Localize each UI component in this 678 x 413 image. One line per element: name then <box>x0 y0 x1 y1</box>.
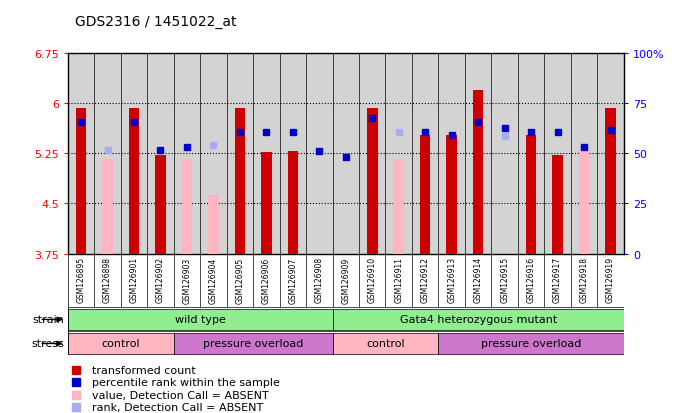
Text: GSM126903: GSM126903 <box>182 256 191 303</box>
Bar <box>367 109 378 254</box>
Text: GSM126917: GSM126917 <box>553 256 562 303</box>
Bar <box>287 152 298 254</box>
Text: GSM126907: GSM126907 <box>288 256 298 303</box>
Bar <box>446 136 457 254</box>
Bar <box>579 150 589 254</box>
Text: GSM126909: GSM126909 <box>341 256 351 303</box>
Text: Gata4 heterozygous mutant: Gata4 heterozygous mutant <box>399 315 557 325</box>
Text: rank, Detection Call = ABSENT: rank, Detection Call = ABSENT <box>92 402 264 412</box>
Bar <box>420 136 431 254</box>
Text: GSM126914: GSM126914 <box>474 256 483 303</box>
Bar <box>553 156 563 254</box>
Bar <box>174 333 332 354</box>
Text: GDS2316 / 1451022_at: GDS2316 / 1451022_at <box>75 15 236 29</box>
Text: GSM126910: GSM126910 <box>367 256 377 303</box>
Text: wild type: wild type <box>175 315 226 325</box>
Text: GSM126918: GSM126918 <box>580 256 589 303</box>
Text: pressure overload: pressure overload <box>481 339 581 349</box>
Text: transformed count: transformed count <box>92 365 196 375</box>
Bar <box>526 136 536 254</box>
Text: GSM126915: GSM126915 <box>500 256 509 303</box>
Text: strain: strain <box>33 315 64 325</box>
Text: GSM126916: GSM126916 <box>527 256 536 303</box>
Text: GSM126901: GSM126901 <box>129 256 138 303</box>
Text: pressure overload: pressure overload <box>203 339 303 349</box>
Bar <box>155 156 165 254</box>
Bar <box>208 196 219 254</box>
Text: value, Detection Call = ABSENT: value, Detection Call = ABSENT <box>92 389 269 399</box>
Text: GSM126906: GSM126906 <box>262 256 271 303</box>
Text: GSM126898: GSM126898 <box>103 256 112 303</box>
Text: GSM126913: GSM126913 <box>447 256 456 303</box>
Bar <box>235 109 245 254</box>
Text: percentile rank within the sample: percentile rank within the sample <box>92 377 280 387</box>
Bar <box>473 90 483 254</box>
Bar <box>605 109 616 254</box>
Text: GSM126912: GSM126912 <box>421 256 430 303</box>
Bar <box>261 152 272 254</box>
Text: GSM126905: GSM126905 <box>235 256 244 303</box>
Text: stress: stress <box>32 339 64 349</box>
Bar <box>76 109 86 254</box>
Bar <box>439 333 624 354</box>
Text: GSM126908: GSM126908 <box>315 256 324 303</box>
Bar <box>129 109 139 254</box>
Bar <box>68 309 332 330</box>
Text: GSM126895: GSM126895 <box>77 256 85 303</box>
Text: GSM126904: GSM126904 <box>209 256 218 303</box>
Bar <box>332 309 624 330</box>
Text: GSM126911: GSM126911 <box>394 256 403 303</box>
Bar <box>332 333 439 354</box>
Bar <box>182 159 193 254</box>
Bar <box>393 159 404 254</box>
Text: control: control <box>102 339 140 349</box>
Text: control: control <box>366 339 405 349</box>
Text: GSM126902: GSM126902 <box>156 256 165 303</box>
Text: GSM126919: GSM126919 <box>606 256 615 303</box>
Bar <box>68 333 174 354</box>
Bar <box>102 159 113 254</box>
